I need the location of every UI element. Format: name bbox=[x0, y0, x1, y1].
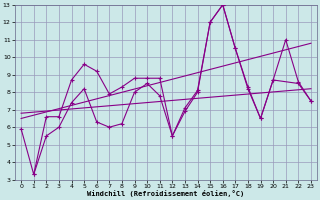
X-axis label: Windchill (Refroidissement éolien,°C): Windchill (Refroidissement éolien,°C) bbox=[87, 190, 245, 197]
